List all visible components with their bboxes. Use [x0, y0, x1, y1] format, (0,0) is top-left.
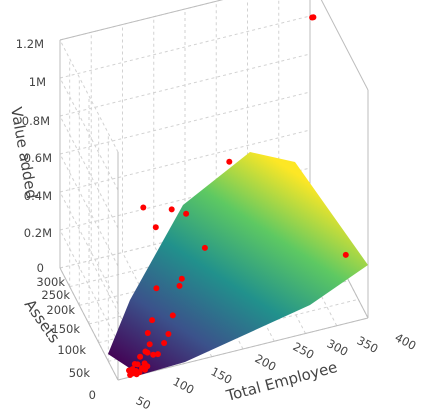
data-point-9[interactable]	[178, 275, 185, 282]
data-point-11[interactable]	[176, 282, 183, 289]
z-tick-0.4M: 0.4M	[24, 189, 52, 203]
box-edge-6	[59, 0, 224, 41]
data-points	[126, 14, 349, 378]
z-axis-ticks: 0 0.2M 0.4M 0.6M 0.8M 1M 1.2M	[16, 37, 52, 275]
z-tick-1M: 1M	[29, 75, 46, 89]
data-point-20[interactable]	[144, 349, 151, 356]
y-tick-0: 0	[89, 388, 96, 402]
data-point-32[interactable]	[142, 366, 148, 373]
x-tick-350: 350	[355, 333, 381, 356]
z-tick-0.6M: 0.6M	[24, 151, 52, 165]
y-tick-200k: 200k	[46, 303, 75, 317]
data-point-6[interactable]	[183, 210, 190, 217]
x-tick-250: 250	[291, 339, 317, 362]
y-tick-150k: 150k	[51, 322, 80, 336]
y-tick-250k: 250k	[41, 288, 70, 302]
fitted-surface	[108, 152, 368, 375]
x-tick-200: 200	[253, 351, 279, 374]
x-axis-title: Total Employee	[223, 358, 339, 405]
grid-back-wall-z-5	[59, 15, 311, 79]
data-point-2[interactable]	[342, 251, 349, 258]
data-point-12[interactable]	[169, 312, 176, 319]
y-tick-50k: 50k	[69, 366, 91, 380]
data-point-16[interactable]	[161, 340, 168, 346]
x-tick-150: 150	[209, 364, 235, 387]
box-edge-1	[59, 267, 119, 381]
z-tick-0.8M: 0.8M	[22, 114, 50, 128]
data-point-8[interactable]	[201, 244, 208, 251]
data-point-17[interactable]	[146, 341, 153, 348]
data-point-10[interactable]	[153, 285, 160, 292]
y-tick-300k: 300k	[36, 275, 65, 289]
data-point-31[interactable]	[127, 372, 134, 378]
z-tick-1.2M: 1.2M	[16, 37, 44, 51]
data-point-33[interactable]	[133, 371, 140, 378]
box-edge-0	[117, 317, 369, 381]
z-tick-0.2M: 0.2M	[24, 226, 52, 240]
data-point-4[interactable]	[140, 204, 147, 211]
data-point-1[interactable]	[310, 14, 317, 21]
grid-back-wall-z-2	[59, 129, 311, 193]
data-point-35[interactable]	[154, 351, 161, 358]
box-edge-5	[320, 0, 369, 91]
y-axis-ticks: 0 50k 100k 150k 200k 250k 300k	[36, 275, 96, 402]
data-point-19[interactable]	[137, 353, 144, 360]
data-point-34[interactable]	[150, 351, 157, 358]
data-point-23[interactable]	[134, 361, 141, 368]
data-point-7[interactable]	[152, 224, 159, 231]
z-tick-0: 0	[37, 261, 44, 275]
data-point-5[interactable]	[168, 206, 175, 213]
data-point-14[interactable]	[144, 330, 151, 336]
x-tick-300: 300	[325, 336, 351, 359]
data-point-13[interactable]	[149, 317, 156, 324]
y-tick-100k: 100k	[57, 343, 86, 357]
data-point-3[interactable]	[226, 158, 233, 165]
data-point-15[interactable]	[165, 331, 172, 337]
x-tick-100: 100	[171, 374, 197, 397]
x-tick-50: 50	[134, 393, 153, 412]
x-tick-400: 400	[393, 330, 419, 353]
